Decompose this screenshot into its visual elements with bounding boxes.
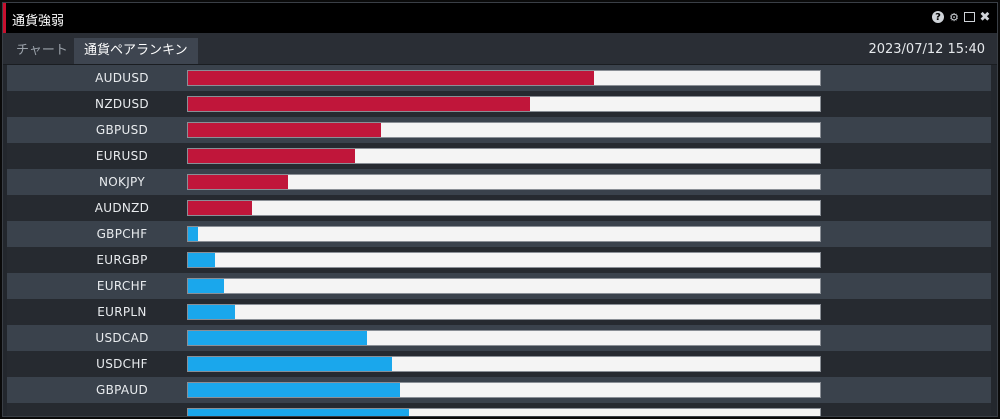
strength-bar-fill bbox=[188, 253, 216, 267]
gear-icon[interactable]: ⚙ bbox=[949, 10, 959, 24]
strength-bar-fill bbox=[188, 97, 530, 111]
strength-bar-track[interactable] bbox=[187, 122, 821, 138]
pair-label: AUDNZD bbox=[94, 201, 150, 215]
strength-bar-fill bbox=[188, 123, 382, 137]
ranking-row: GBPAUD bbox=[7, 377, 991, 403]
strength-bar-fill bbox=[188, 71, 594, 85]
pair-label: EURCHF bbox=[96, 279, 148, 293]
strength-bar-track[interactable] bbox=[187, 174, 821, 190]
ranking-row: EURCHF bbox=[7, 273, 991, 299]
title-bar: 通貨強弱 ? ⚙ ✖ bbox=[3, 3, 997, 33]
strength-bar-track[interactable] bbox=[187, 278, 821, 294]
ranking-row: GBPCHF bbox=[7, 221, 991, 247]
ranking-row: NZDUSD bbox=[7, 91, 991, 117]
ranking-row: USDCHF bbox=[7, 351, 991, 377]
strength-bar-track[interactable] bbox=[187, 330, 821, 346]
strength-bar-track[interactable] bbox=[187, 200, 821, 216]
strength-bar-fill bbox=[188, 357, 392, 371]
strength-bar-track[interactable] bbox=[187, 252, 821, 268]
ranking-row: EURUSD bbox=[7, 143, 991, 169]
ranking-row: AUDUSD bbox=[7, 65, 991, 91]
ranking-row bbox=[7, 403, 991, 416]
strength-bar-track[interactable] bbox=[187, 70, 821, 86]
ranking-row: EURPLN bbox=[7, 299, 991, 325]
ranking-row: GBPUSD bbox=[7, 117, 991, 143]
strength-bar-fill bbox=[188, 383, 401, 397]
pair-label: NZDUSD bbox=[95, 97, 149, 111]
pair-label: USDCHF bbox=[96, 357, 148, 371]
strength-bar-track[interactable] bbox=[187, 408, 821, 416]
pair-label: GBPCHF bbox=[96, 227, 148, 241]
tab-bar: チャート 通貨ペアランキング 2023/07/12 15:40 bbox=[3, 33, 997, 84]
close-icon[interactable]: ✖ bbox=[979, 9, 991, 25]
tab-chart[interactable]: チャート bbox=[16, 43, 68, 58]
window-title: 通貨強弱 bbox=[12, 14, 65, 29]
strength-bar-fill bbox=[188, 409, 410, 416]
strength-bar-track[interactable] bbox=[187, 148, 821, 164]
strength-bar-fill bbox=[188, 201, 252, 215]
pair-label: EURPLN bbox=[97, 305, 147, 319]
strength-bar-fill bbox=[188, 305, 235, 319]
strength-bar-track[interactable] bbox=[187, 356, 821, 372]
strength-bar-track[interactable] bbox=[187, 226, 821, 242]
pair-label: EURUSD bbox=[95, 149, 149, 163]
tab-pair-ranking[interactable]: 通貨ペアランキング bbox=[74, 38, 198, 84]
ranking-row: EURGBP bbox=[7, 247, 991, 273]
strength-bar-fill bbox=[188, 175, 289, 189]
strength-bar-fill bbox=[188, 227, 199, 241]
pair-label: NOKJPY bbox=[99, 175, 145, 189]
pair-label: GBPUSD bbox=[95, 123, 149, 137]
ranking-list: AUDUSD NZDUSD GBPUSD EURUSD NOKJPY AUDNZD GBPC… bbox=[7, 65, 991, 416]
pair-label: USDCAD bbox=[95, 331, 149, 345]
strength-bar-fill bbox=[188, 279, 225, 293]
strength-bar-track[interactable] bbox=[187, 382, 821, 398]
strength-bar-track[interactable] bbox=[187, 96, 821, 112]
ranking-row: AUDNZD bbox=[7, 195, 991, 221]
pair-label: EURGBP bbox=[96, 253, 148, 267]
strength-bar-fill bbox=[188, 149, 355, 163]
window-controls: ? ⚙ ✖ bbox=[932, 9, 991, 25]
timestamp: 2023/07/12 15:40 bbox=[868, 42, 985, 57]
ranking-row: USDCAD bbox=[7, 325, 991, 351]
ranking-row: NOKJPY bbox=[7, 169, 991, 195]
strength-bar-fill bbox=[188, 331, 367, 345]
pair-label: AUDUSD bbox=[95, 71, 149, 85]
help-icon[interactable]: ? bbox=[932, 11, 944, 23]
maximize-icon[interactable] bbox=[964, 12, 975, 22]
strength-bar-track[interactable] bbox=[187, 304, 821, 320]
pair-label: GBPAUD bbox=[95, 383, 149, 397]
